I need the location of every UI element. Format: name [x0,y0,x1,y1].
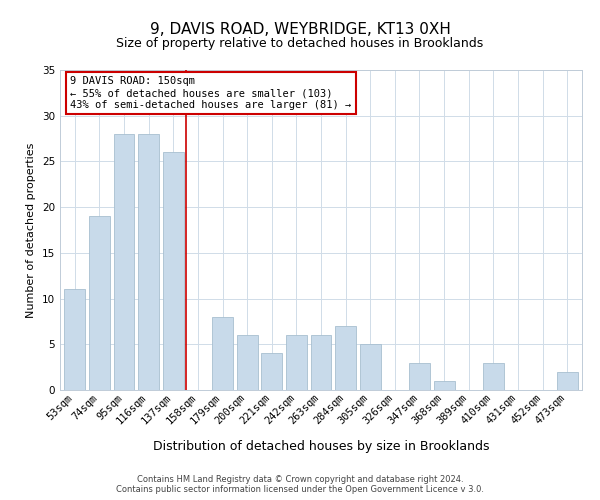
Bar [483,362,504,390]
Bar [335,326,356,390]
Bar [360,344,381,390]
Bar [212,317,233,390]
Bar [286,335,307,390]
Text: 9 DAVIS ROAD: 150sqm
← 55% of detached houses are smaller (103)
43% of semi-deta: 9 DAVIS ROAD: 150sqm ← 55% of detached h… [70,76,352,110]
Bar [138,134,159,390]
Bar [236,335,257,390]
X-axis label: Distribution of detached houses by size in Brooklands: Distribution of detached houses by size … [153,440,489,454]
Bar [434,381,455,390]
Bar [311,335,331,390]
Bar [163,152,184,390]
Text: 9, DAVIS ROAD, WEYBRIDGE, KT13 0XH: 9, DAVIS ROAD, WEYBRIDGE, KT13 0XH [149,22,451,38]
Text: Size of property relative to detached houses in Brooklands: Size of property relative to detached ho… [116,38,484,51]
Bar [261,354,282,390]
Text: Contains public sector information licensed under the Open Government Licence v : Contains public sector information licen… [116,485,484,494]
Bar [409,362,430,390]
Bar [557,372,578,390]
Bar [113,134,134,390]
Bar [89,216,110,390]
Bar [64,290,85,390]
Text: Contains HM Land Registry data © Crown copyright and database right 2024.: Contains HM Land Registry data © Crown c… [137,475,463,484]
Y-axis label: Number of detached properties: Number of detached properties [26,142,37,318]
